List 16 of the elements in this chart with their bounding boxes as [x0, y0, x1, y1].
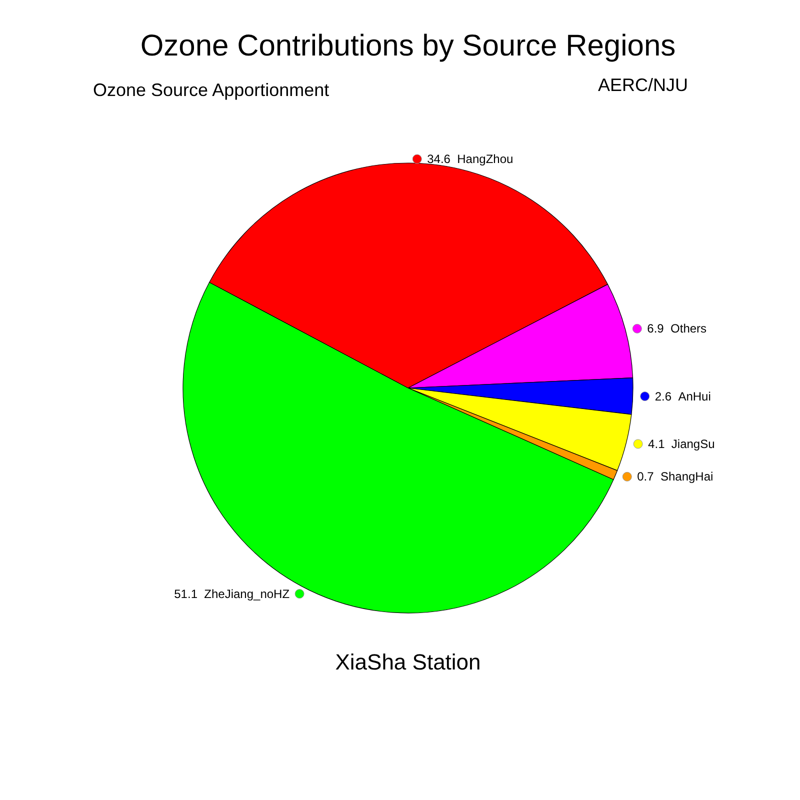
chart-subtitle: Ozone Source Apportionment: [93, 80, 330, 100]
text: AERC/NJU: [598, 75, 688, 95]
chart-title: Ozone Contributions by Source Regions: [140, 30, 676, 62]
data-label: 4.1: [648, 436, 666, 451]
data-label: 34.6: [427, 152, 451, 166]
text: XiaSha Station: [335, 650, 481, 674]
data-label: 0.7: [637, 470, 654, 484]
slice-label: ShangHai: [660, 470, 714, 484]
slice-label: Others: [670, 322, 707, 336]
legend-label: ZheJiang_noHZ: [204, 586, 290, 601]
data-label: 6.9: [647, 322, 664, 336]
slice-label: HangZhou: [457, 152, 514, 166]
data-label: 2.6: [654, 389, 672, 404]
slice-label: AnHui: [678, 389, 711, 404]
slice-label: JiangSu: [671, 436, 715, 451]
data-label: 51.1: [174, 586, 198, 601]
